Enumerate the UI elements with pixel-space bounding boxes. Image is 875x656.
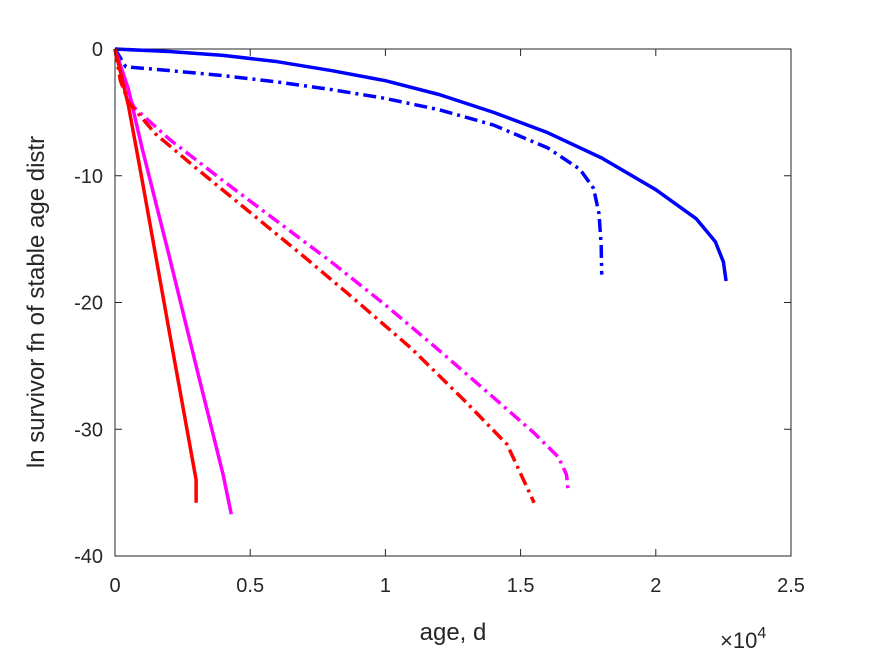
series-line-1 [114, 47, 728, 282]
y-axis-label: ln survivor fn of stable age distr [23, 136, 50, 468]
x-tick-label: 0 [109, 575, 120, 597]
x-tick-label: 1 [380, 575, 391, 597]
series-line-5 [113, 48, 198, 503]
x-tick-label: 1.5 [507, 575, 535, 597]
x-axis-label: age, d [420, 619, 487, 646]
series-line-2 [113, 48, 604, 275]
tick-layer: 0 0.5 1 1.5 2 2.5 0 -10 -20 -30 -40 [74, 39, 805, 597]
y-tick-label: 0 [92, 39, 103, 61]
series-line-6 [113, 48, 536, 504]
x-tick-label: 0.5 [236, 575, 264, 597]
series-line-4 [113, 48, 570, 489]
y-tick-label: -20 [74, 293, 103, 315]
y-tick-label: -10 [74, 166, 103, 188]
y-tick-label: -40 [74, 546, 103, 568]
plot-area [114, 48, 792, 557]
series-layer [113, 47, 728, 515]
x-multiplier-base: ×10 [720, 628, 757, 653]
y-tick-label: -30 [74, 419, 103, 441]
x-multiplier-label: ×104 [720, 625, 766, 653]
x-tick-label: 2.5 [777, 575, 805, 597]
x-multiplier-exponent: 4 [757, 625, 766, 642]
x-tick-label: 2 [650, 575, 661, 597]
series-line-3 [113, 48, 233, 515]
